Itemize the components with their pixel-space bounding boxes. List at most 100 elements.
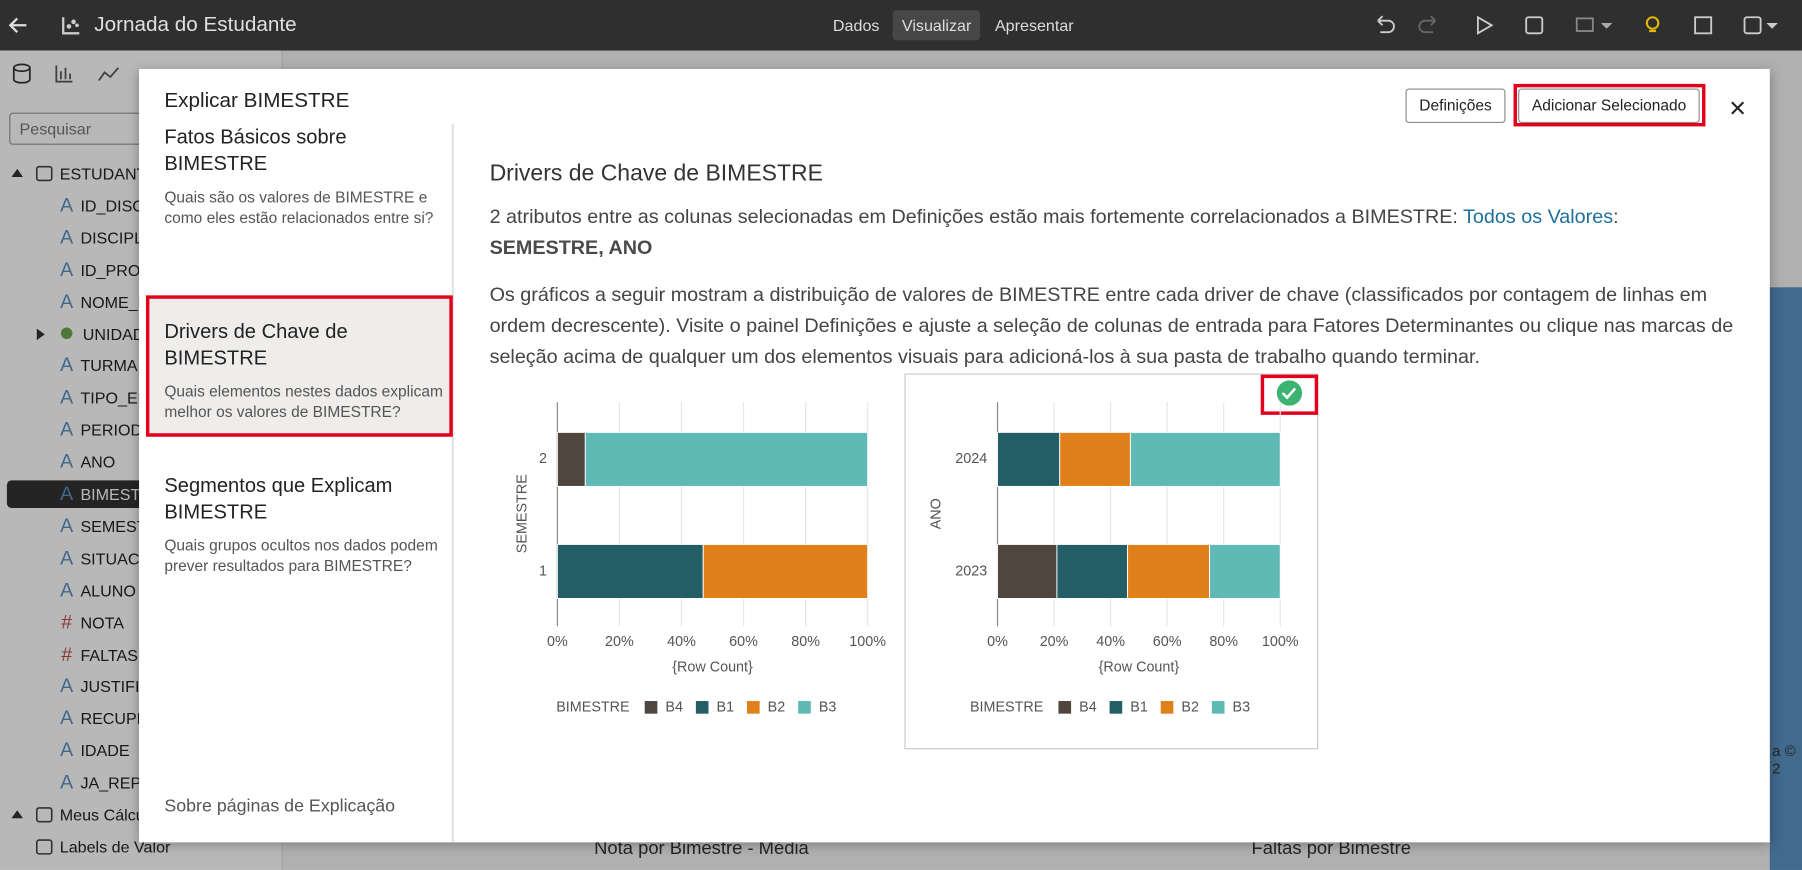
nav-item[interactable]: Segmentos que Explicam BIMESTRE Quais gru… — [146, 449, 453, 590]
summary-link[interactable]: Todos os Valores — [1463, 204, 1614, 228]
summary: 2 atributos entre as colunas selecionada… — [490, 201, 1743, 263]
nav-item[interactable]: Drivers de Chave de BIMESTRE Quais elemen… — [145, 295, 453, 437]
top-tab[interactable]: Visualizar — [892, 10, 981, 41]
top-tab[interactable]: Dados — [832, 16, 880, 35]
field-icon: A — [60, 450, 74, 473]
field-icon: A — [60, 194, 74, 216]
tree-item[interactable]: A JUSTIFI — [57, 673, 281, 701]
field-icon: A — [60, 546, 74, 569]
description: Os gráficos a seguir mostram a distribui… — [489, 282, 1734, 368]
field-label: TURMA — [80, 356, 138, 376]
field-icon: A — [60, 258, 74, 281]
expand-toggle[interactable] — [34, 328, 45, 340]
visual-title: Faltas por Bimestre — [1251, 838, 1411, 859]
nav-item[interactable]: Fatos Básicos sobre BIMESTRE Quais são os… — [146, 101, 453, 242]
toolbar-icons[interactable] — [1373, 14, 1787, 37]
explain-content: Drivers de Chave de BIMESTRE 2 atributos… — [490, 161, 1743, 384]
background-visual — [1769, 287, 1802, 870]
expand-toggle[interactable] — [11, 168, 23, 179]
summary-attributes: SEMESTRE, ANO — [489, 235, 653, 259]
icon-shape — [60, 326, 73, 339]
nav-title: Fatos Básicos sobre BIMESTRE — [164, 125, 347, 175]
field-label: SITUACA — [80, 549, 151, 568]
field-label: Meus Cálcu — [59, 805, 145, 824]
add-selected-button[interactable]: Adicionar Selecionado — [1518, 88, 1701, 123]
field-icon: A — [60, 418, 74, 441]
highlight-box — [1513, 83, 1706, 127]
tree-item[interactable]: # FALTAS — [57, 641, 281, 669]
tree-item[interactable]: A TURMA — [57, 352, 281, 380]
field-label: ANO — [80, 452, 116, 472]
field-icon: A — [60, 482, 74, 505]
field-icon: A — [60, 354, 74, 377]
field-label: ESTUDANT — [59, 164, 147, 183]
tree-item[interactable]: A ID_PRO — [57, 256, 281, 284]
panel-tabs[interactable] — [11, 62, 149, 87]
tree-item[interactable]: A SITUACA — [57, 545, 281, 573]
top-tab[interactable]: Apresentar — [994, 16, 1074, 35]
toggle-shape — [11, 810, 23, 819]
nav-title: Drivers de Chave de BIMESTRE — [164, 319, 348, 369]
content-heading: Drivers de Chave de BIMESTRE — [489, 160, 823, 187]
field-label: JUSTIFI — [80, 677, 140, 696]
tree-item[interactable]: A IDADE — [57, 737, 281, 765]
field-label: NOTA — [80, 613, 124, 632]
field-icon: A — [60, 578, 74, 601]
tree-item[interactable]: A TIPO_EN — [57, 384, 281, 412]
field-icon: A — [60, 514, 74, 537]
field-label: DISCIPL — [80, 228, 144, 247]
field-label: BIMEST — [80, 484, 141, 504]
field-icon: A — [60, 739, 74, 762]
tree-item[interactable]: ESTUDANT — [34, 160, 281, 188]
nav-description: Quais elementos nestes dados explicam me… — [164, 382, 443, 421]
field-icon: A — [60, 290, 74, 313]
field-icon — [60, 326, 73, 339]
field-icon — [35, 839, 53, 855]
tree-item[interactable]: A ALUNO — [57, 577, 281, 605]
field-label: IDADE — [80, 741, 130, 760]
field-label: UNIDAD — [82, 324, 145, 344]
field-icon: A — [60, 707, 74, 729]
field-label: NOME_L — [80, 292, 147, 311]
icon-shape — [35, 165, 53, 182]
tree-item[interactable]: A SEMEST — [57, 512, 281, 540]
field-icon: A — [60, 771, 74, 794]
field-label: ID_PRO — [80, 260, 141, 279]
dialog-title: Explicar BIMESTRE — [164, 88, 350, 112]
tree-item[interactable]: A JA_REP — [57, 769, 281, 797]
field-label: PERIODO — [80, 420, 155, 440]
field-label: ALUNO — [80, 581, 136, 600]
close-button[interactable] — [1730, 100, 1753, 116]
expand-toggle[interactable] — [11, 809, 23, 820]
nav-footer-link[interactable]: Sobre páginas de Explicação — [164, 796, 396, 816]
field-icon: # — [61, 642, 73, 665]
workbook-title: Jornada do Estudante — [94, 12, 297, 36]
explain-dialog: Explicar BIMESTRE Definições Adicionar S… — [139, 68, 1770, 843]
settings-button[interactable]: Definições — [1405, 88, 1506, 123]
tree-item[interactable]: A NOME_L — [57, 288, 281, 316]
field-label: JA_REP — [80, 773, 142, 792]
nav-description: Quais são os valores de BIMESTRE e como … — [164, 188, 434, 227]
tree-item[interactable]: A RECUPE — [57, 705, 281, 733]
back-icon[interactable] — [7, 14, 30, 37]
tree-item[interactable]: # NOTA — [57, 609, 281, 637]
field-label: TIPO_EN — [80, 388, 150, 408]
field-label: ID_DISC — [80, 196, 144, 215]
tree-item[interactable]: Meus Cálcu — [34, 801, 281, 829]
field-icon: # — [61, 610, 73, 633]
icon-shape — [35, 839, 53, 855]
tree-item[interactable]: UNIDAD — [57, 320, 281, 348]
tree-item[interactable]: A PERIODO — [57, 416, 281, 444]
field-label: FALTAS — [80, 645, 138, 664]
field-label: SEMEST — [80, 517, 147, 536]
field-label: RECUPE — [80, 709, 148, 728]
summary-punct: : — [1613, 204, 1619, 228]
tree-item[interactable]: A ANO — [57, 448, 281, 476]
nav-description: Quais grupos ocultos nos dados podem pre… — [164, 536, 438, 575]
tree-item[interactable]: A ID_DISC — [57, 192, 281, 220]
field-icon: A — [60, 386, 74, 409]
visual-title: Nota por Bimestre - Média — [594, 838, 809, 859]
field-icon: A — [60, 226, 74, 249]
tree-item[interactable]: A DISCIPL — [57, 224, 281, 252]
